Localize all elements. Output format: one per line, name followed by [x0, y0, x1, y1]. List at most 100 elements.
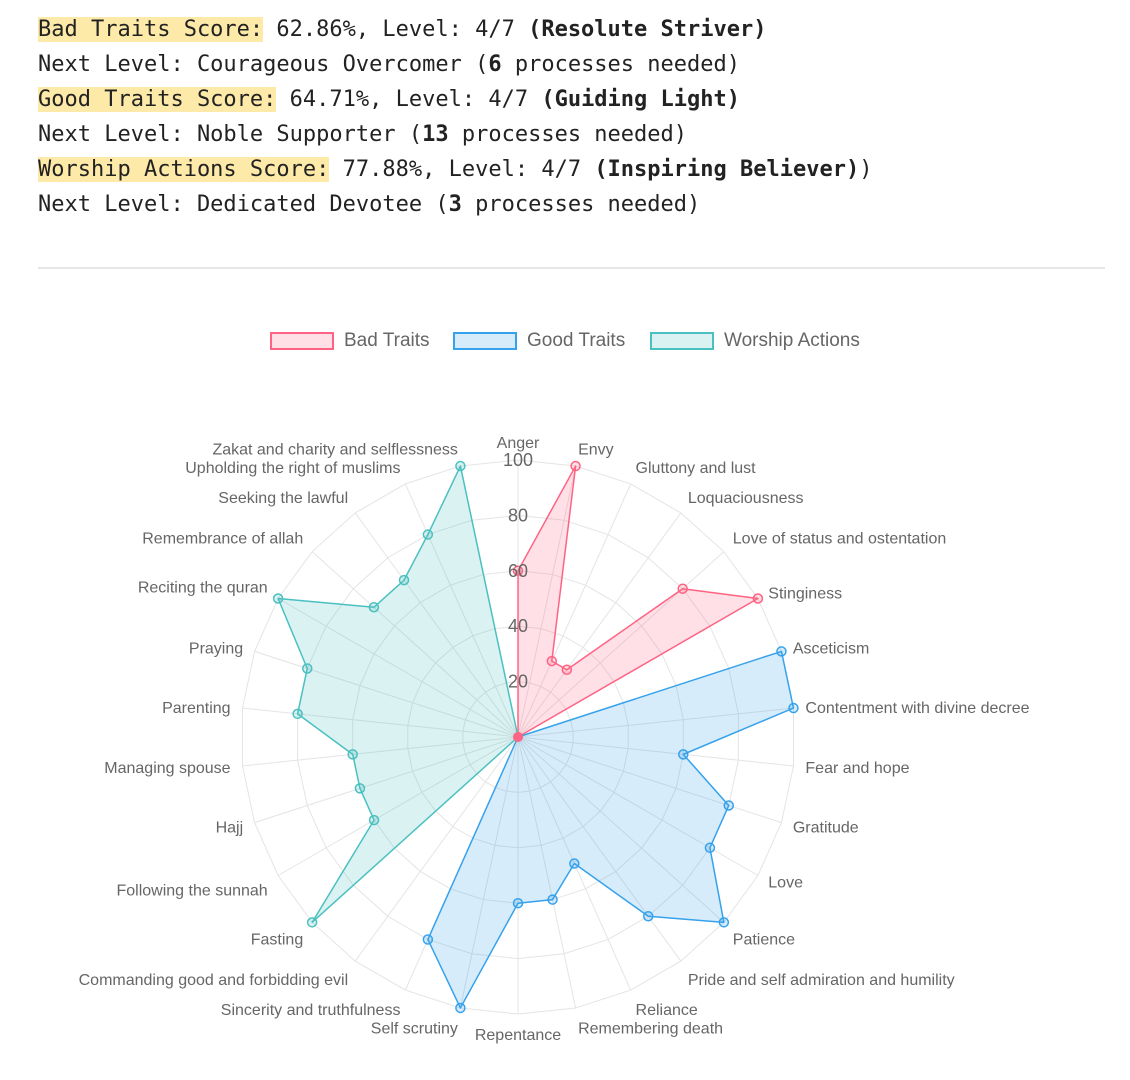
- point-label-seeking-the-lawful: Seeking the lawful: [218, 490, 348, 507]
- tick-label: 40: [508, 616, 528, 636]
- data-point-worship-actions: [306, 917, 318, 928]
- tick-label: 20: [508, 672, 528, 692]
- legend-item-good-traits[interactable]: Good Traits: [453, 330, 625, 352]
- point-label-reciting-the-quran: Reciting the quran: [138, 580, 268, 597]
- worship-next-count: 3: [448, 192, 462, 217]
- grid-spoke: [242, 707, 519, 738]
- point-label-praying: Praying: [189, 641, 243, 658]
- data-point-worship-actions: [292, 708, 303, 720]
- good-score-value: 64.71%, Level: 4/7: [276, 87, 542, 112]
- point-label-love: Love: [768, 875, 803, 892]
- bad-next-suffix: processes needed): [501, 52, 741, 77]
- legend-item-bad-traits[interactable]: Bad Traits: [270, 330, 430, 352]
- grid-spoke: [354, 736, 519, 962]
- worship-next-suffix: processes needed): [461, 192, 701, 217]
- point-label-reliance: Reliance: [636, 1002, 698, 1019]
- legend-label-bad-traits: Bad Traits: [344, 330, 430, 351]
- data-point-worship-actions: [301, 663, 313, 674]
- data-point-good-traits: [723, 800, 735, 811]
- grid-spoke: [242, 736, 519, 767]
- legend-label-worship-actions: Worship Actions: [724, 330, 860, 351]
- grid-spoke: [354, 512, 519, 738]
- point-label-asceticism: Asceticism: [793, 641, 869, 658]
- data-point-worship-actions: [347, 749, 358, 760]
- point-label-zakat-and-charity-and-selflessness: Zakat and charity and selflessness: [212, 441, 457, 458]
- bad-next-count: 6: [488, 52, 502, 77]
- bad-level-name: (Resolute Striver): [528, 17, 767, 42]
- radar-chart: 20 40 60 80 100 Anger Envy Gluttony and lust Lo…: [79, 435, 1030, 1044]
- point-label-fear-and-hope: Fear and hope: [805, 760, 909, 777]
- grid-spoke: [254, 650, 519, 738]
- data-point-good-traits: [788, 702, 799, 714]
- grid-spoke: [517, 483, 632, 738]
- legend-swatch-bad-traits: [270, 332, 334, 350]
- grid-spoke: [254, 736, 519, 824]
- point-label-upholding-the-right-of-muslims: Upholding the right of muslims: [185, 460, 400, 477]
- grid-spoke: [517, 465, 577, 738]
- grid-spoke: [517, 736, 782, 824]
- point-label-loquaciousness: Loquaciousness: [688, 490, 804, 507]
- radar-point-labels: Anger Envy Gluttony and lust Loquaciousness…: [79, 435, 1030, 1044]
- center-point: [513, 732, 523, 742]
- tick-label: 100: [503, 450, 533, 470]
- tick-label: 60: [508, 561, 528, 581]
- legend-swatch-good-traits: [453, 332, 517, 350]
- point-label-contentment-with-divine-decree: Contentment with divine decree: [805, 700, 1029, 717]
- data-point-bad-traits: [561, 664, 573, 676]
- data-point-worship-actions: [398, 574, 410, 586]
- worship-level-name: (Inspiring Believer): [594, 157, 860, 182]
- good-score-line: Good Traits Score: 64.71%, Level: 4/7 (G…: [38, 82, 872, 117]
- bad-next-level-line: Next Level: Courageous Overcomer (6 proc…: [38, 47, 872, 82]
- point-label-self-scrutiny: Self scrutiny: [371, 1021, 458, 1038]
- data-point-good-traits: [718, 917, 730, 928]
- data-point-good-traits: [569, 858, 580, 869]
- point-label-pride-and-self-admiration-and-humility: Pride and self admiration and humility: [688, 972, 955, 989]
- data-point-good-traits: [422, 934, 434, 945]
- data-point-good-traits: [678, 749, 689, 760]
- legend-item-worship-actions[interactable]: Worship Actions: [650, 330, 860, 352]
- data-point-good-traits: [455, 1002, 466, 1014]
- series-area-bad-traits: [517, 465, 759, 738]
- good-next-suffix: processes needed): [448, 122, 688, 147]
- data-point-worship-actions: [272, 593, 284, 604]
- worship-score-suffix: ): [859, 157, 873, 182]
- good-level-name: (Guiding Light): [541, 87, 741, 112]
- data-point-worship-actions: [354, 783, 366, 794]
- point-label-following-the-sunnah: Following the sunnah: [116, 883, 267, 900]
- point-label-fasting: Fasting: [251, 931, 303, 948]
- data-point-bad-traits: [512, 565, 524, 577]
- worship-score-line: Worship Actions Score: 77.88%, Level: 4/…: [38, 152, 872, 187]
- data-point-bad-traits: [752, 593, 764, 604]
- data-point-worship-actions: [368, 602, 380, 613]
- data-point-good-traits: [547, 894, 558, 905]
- bad-score-line: Bad Traits Score: 62.86%, Level: 4/7 (Re…: [38, 12, 872, 47]
- radar-ticks: 20 40 60 80 100: [503, 450, 533, 692]
- grid-spoke: [517, 736, 725, 923]
- section-divider: [38, 267, 1105, 269]
- good-next-level-line: Next Level: Noble Supporter (13 processe…: [38, 117, 872, 152]
- scores-panel: Bad Traits Score: 62.86%, Level: 4/7 (Re…: [38, 12, 872, 222]
- point-label-envy: Envy: [578, 441, 614, 458]
- grid-spoke: [517, 551, 725, 738]
- worship-next-level-line: Next Level: Dedicated Devotee (3 process…: [38, 187, 872, 222]
- worship-next-prefix: Next Level: Dedicated Devotee (: [38, 192, 449, 217]
- point-label-gratitude: Gratitude: [793, 819, 859, 836]
- worship-score-label: Worship Actions Score:: [38, 157, 330, 182]
- point-label-sincerity-and-truthfulness: Sincerity and truthfulness: [221, 1002, 401, 1019]
- grid-spoke: [517, 736, 794, 767]
- point-label-remembering-death: Remembering death: [578, 1021, 723, 1038]
- grid-spoke: [517, 512, 682, 738]
- grid-spoke: [277, 598, 519, 738]
- good-score-label: Good Traits Score:: [38, 87, 277, 112]
- grid-spoke: [517, 736, 759, 876]
- grid-spoke: [277, 736, 519, 876]
- point-label-parenting: Parenting: [162, 700, 231, 717]
- grid-spoke: [404, 483, 519, 738]
- grid-spoke: [517, 736, 682, 962]
- point-label-managing-spouse: Managing spouse: [104, 760, 230, 777]
- data-point-good-traits: [704, 842, 716, 854]
- bad-score-value: 62.86%, Level: 4/7: [263, 17, 529, 42]
- worship-score-value: 77.88%, Level: 4/7: [329, 157, 595, 182]
- point-label-remembrance-of-allah: Remembrance of allah: [142, 531, 303, 548]
- data-point-bad-traits: [570, 460, 581, 472]
